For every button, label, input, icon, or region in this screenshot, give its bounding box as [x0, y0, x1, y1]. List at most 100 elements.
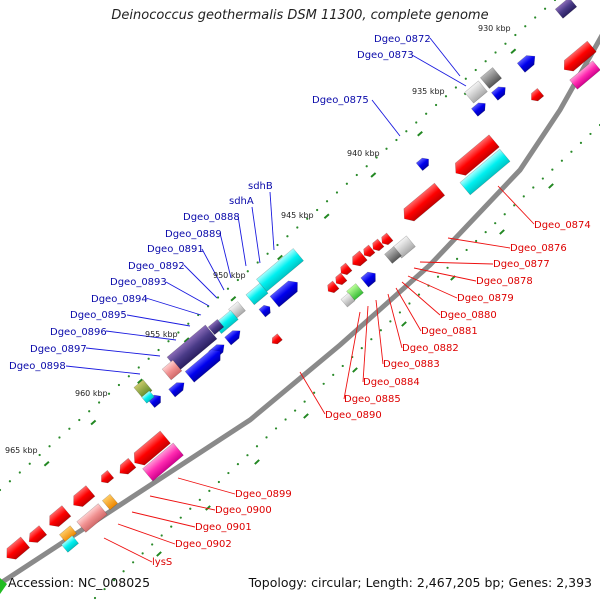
scale-label-965: 965 kbp: [5, 446, 38, 455]
gene-label-dgeo-0900[interactable]: Dgeo_0900: [215, 505, 272, 516]
gene-dgeo-0882-shape: [352, 250, 368, 267]
leader-dgeo-0875: [371, 99, 401, 137]
scale-tick-outer: [370, 172, 377, 178]
gene-label-dgeo-0872[interactable]: Dgeo_0872: [374, 34, 431, 45]
gene-label-dgeo-0891[interactable]: Dgeo_0891: [147, 244, 204, 255]
gene-label-sdhb[interactable]: sdhB: [248, 181, 273, 192]
leader-dgeo-0901: [131, 511, 196, 528]
scale-dot-inner: [313, 391, 316, 394]
gene-label-dgeo-0889[interactable]: Dgeo_0889: [165, 229, 222, 240]
scale-dot-outer: [256, 261, 259, 264]
gene-label-sdha[interactable]: sdhA: [229, 196, 254, 207]
scale-dot-outer: [514, 33, 517, 37]
gene-label-dgeo-0874[interactable]: Dgeo_0874: [534, 220, 591, 231]
gene-label-dgeo-0883[interactable]: Dgeo_0883: [383, 359, 440, 370]
scale-dot-outer: [38, 453, 41, 457]
scale-dot-outer: [127, 375, 130, 378]
gene-label-dgeo-0873[interactable]: Dgeo_0873: [357, 50, 414, 61]
scale-dot-outer: [177, 331, 180, 334]
scale-dot-inner: [503, 213, 506, 216]
scale-dot-inner: [532, 186, 535, 189]
gene-label-dgeo-0895[interactable]: Dgeo_0895: [70, 310, 127, 321]
leader-dgeo-0876: [447, 237, 511, 249]
gene-label-dgeo-0880[interactable]: Dgeo_0880: [440, 310, 497, 321]
gene-label-dgeo-0888[interactable]: Dgeo_0888: [183, 212, 240, 223]
gene-label-dgeo-0878[interactable]: Dgeo_0878: [476, 276, 533, 287]
leader-dgeo-0878: [413, 267, 477, 282]
gene-label-dgeo-0893[interactable]: Dgeo_0893: [110, 277, 167, 288]
scale-tick-outer: [323, 213, 330, 219]
scale-tick-inner: [303, 413, 309, 419]
gene-label-dgeo-0902[interactable]: Dgeo_0902: [175, 539, 232, 550]
scale-dot-inner: [255, 445, 259, 448]
label-leader-lines: [65, 37, 535, 563]
gene-dgeo-0879: [381, 232, 394, 246]
gene-label-dgeo-0898[interactable]: Dgeo_0898: [9, 361, 66, 372]
gene-label-dgeo-0884[interactable]: Dgeo_0884: [363, 377, 420, 388]
gene-red-0900b-shape: [101, 469, 115, 484]
gene-label-dgeo-0899[interactable]: Dgeo_0899: [235, 489, 292, 500]
scale-dot-outer: [434, 103, 438, 107]
gene-blue-0874a-shape: [491, 86, 506, 101]
gene-label-dgeo-0876[interactable]: Dgeo_0876: [510, 243, 567, 254]
gene-red-top1: [563, 40, 597, 72]
scale-dot-outer: [484, 60, 487, 63]
gene-dgeo-0876-shape: [403, 182, 446, 222]
scale-dot-outer: [543, 7, 547, 10]
gene-features: [6, 0, 600, 560]
scale-dot-inner: [408, 302, 411, 305]
scale-dot-inner: [541, 177, 544, 180]
gene-dgeo-0876: [403, 182, 446, 222]
scale-dot-inner: [379, 329, 382, 332]
gene-pink-top-shape: [569, 60, 600, 90]
scale-dot-inner: [141, 552, 144, 555]
scale-dot-inner: [179, 516, 182, 519]
scale-dot-inner: [293, 409, 297, 412]
gene-dgeo-0893: [224, 330, 241, 346]
gene-red-0902b: [28, 525, 48, 543]
gene-label-dgeo-0896[interactable]: Dgeo_0896: [50, 327, 107, 338]
gene-label-lyss[interactable]: lysS: [152, 557, 172, 568]
gene-dgeo-0872-shape: [516, 55, 536, 73]
gene-label-dgeo-0890[interactable]: Dgeo_0890: [325, 410, 382, 421]
scale-dot-outer: [236, 278, 239, 282]
scale-tick-inner: [205, 505, 211, 511]
gene-label-dgeo-0885[interactable]: Dgeo_0885: [344, 394, 401, 405]
scale-dot-outer: [306, 217, 309, 220]
scale-dot-inner: [436, 275, 440, 278]
gene-label-dgeo-0901[interactable]: Dgeo_0901: [195, 522, 252, 533]
gene-dgeo-0874-shape: [455, 134, 500, 176]
scale-dot-outer: [157, 348, 160, 352]
gene-label-dgeo-0897[interactable]: Dgeo_0897: [30, 344, 87, 355]
gene-orange-0901-shape: [101, 493, 119, 511]
gene-cyan-small-shape: [141, 390, 155, 404]
gene-label-dgeo-0877[interactable]: Dgeo_0877: [493, 259, 550, 270]
gene-red-0900-shape: [119, 457, 137, 475]
scale-tick-outer: [277, 254, 283, 261]
gene-label-dgeo-0882[interactable]: Dgeo_0882: [402, 343, 459, 354]
gene-dgeo-0894: [207, 318, 225, 336]
gene-label-dgeo-0879[interactable]: Dgeo_0879: [457, 293, 514, 304]
gene-red-top1-shape: [563, 40, 597, 72]
leader-dgeo-0884: [362, 305, 369, 383]
gene-label-dgeo-0894[interactable]: Dgeo_0894: [91, 294, 148, 305]
scale-label-940: 940 kbp: [347, 149, 380, 158]
scale-dot-outer: [494, 51, 497, 54]
scale-dot-outer: [335, 191, 339, 194]
gene-label-dgeo-0892[interactable]: Dgeo_0892: [128, 261, 185, 272]
scale-dot-outer: [18, 471, 21, 474]
scale-label-945: 945 kbp: [281, 211, 314, 220]
strand-marker-icon: [0, 578, 7, 594]
scale-dot-inner: [513, 204, 516, 207]
gene-label-dgeo-0881[interactable]: Dgeo_0881: [421, 326, 478, 337]
scale-dot-inner: [341, 364, 344, 368]
gene-label-dgeo-0875[interactable]: Dgeo_0875: [312, 95, 369, 106]
leader-dgeo-0900: [149, 495, 216, 511]
scale-dot-inner: [484, 230, 487, 234]
scale-dot-inner: [274, 427, 278, 430]
gene-red-0900b: [101, 469, 115, 484]
scale-dot-inner: [398, 311, 402, 314]
genome-backbone: [0, 33, 600, 587]
scale-dot-outer: [117, 383, 121, 387]
